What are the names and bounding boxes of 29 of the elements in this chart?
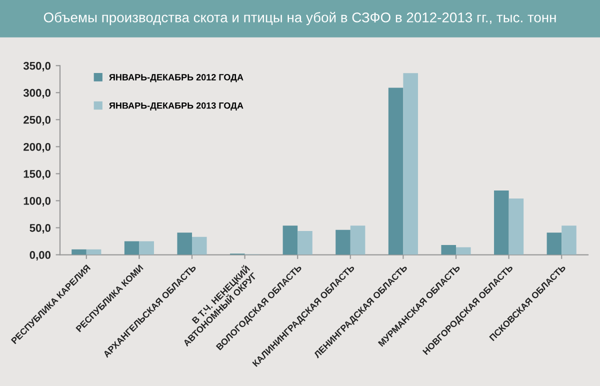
bar xyxy=(350,226,366,255)
bar xyxy=(388,88,404,255)
bar xyxy=(282,226,298,255)
bar xyxy=(508,198,524,255)
bar xyxy=(403,73,418,255)
bar xyxy=(177,232,192,255)
bar xyxy=(124,241,140,255)
y-tick-label: 200,0 xyxy=(24,142,51,152)
bar xyxy=(139,241,154,255)
y-tick-label: 300,0 xyxy=(23,88,51,98)
bar xyxy=(336,230,350,255)
bar xyxy=(72,249,86,255)
legend-label: ЯНВАРЬ-ДЕКАБРЬ 2013 ГОДА xyxy=(109,102,244,110)
y-tick-label: 350,0 xyxy=(23,62,51,72)
y-tick-label: 50,0 xyxy=(30,224,51,234)
y-tick-label: 250,0 xyxy=(24,116,51,126)
legend-label: ЯНВАРЬ-ДЕКАБРЬ 2012 ГОДА xyxy=(109,74,244,82)
y-tick-label: 0,00 xyxy=(30,251,51,261)
bar xyxy=(546,232,562,255)
bar xyxy=(298,230,312,255)
y-tick-label: 100,0 xyxy=(24,196,51,206)
bar xyxy=(562,226,576,255)
chart-title: Объемы производства скота и птицы на убой в СЗФО в 2012-2013 гг., тыс. тонн xyxy=(44,12,556,26)
bar xyxy=(494,190,509,255)
bar xyxy=(456,247,471,255)
bar xyxy=(441,245,456,255)
bar xyxy=(192,236,207,255)
y-tick-label: 150,0 xyxy=(24,170,51,180)
bar xyxy=(86,249,102,255)
